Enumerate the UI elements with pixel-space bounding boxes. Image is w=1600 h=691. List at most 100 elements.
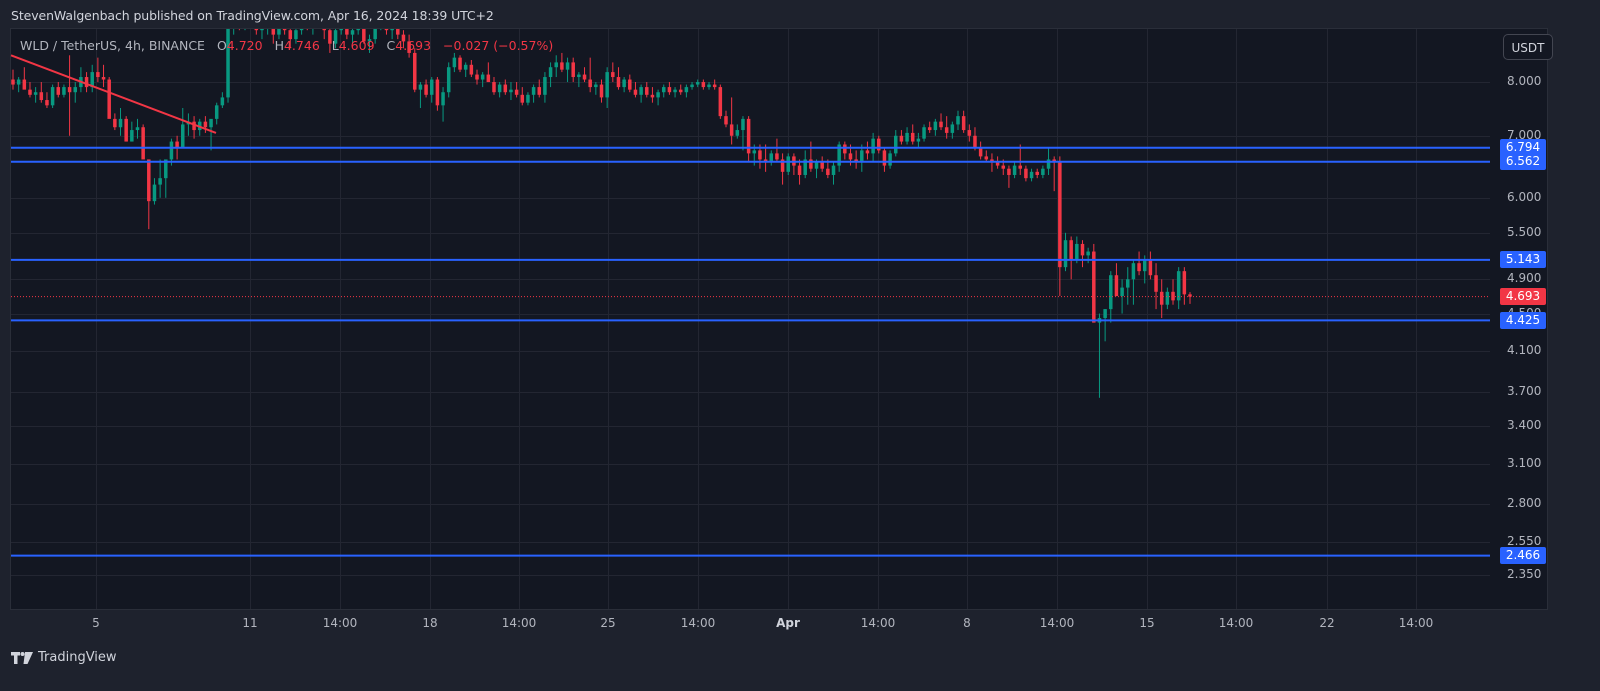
price-tick-label: 2.800 [1507,496,1542,511]
candle-body [429,79,434,95]
candle-body [226,29,230,98]
candle-body [33,92,38,95]
high-key: H [274,38,284,53]
candle-body [373,29,377,40]
candle-body [639,87,643,95]
trendline[interactable] [10,54,217,134]
candle-body [45,100,49,106]
candle-body [1012,165,1017,175]
candle-body [1041,168,1045,175]
candle-body [1126,279,1130,288]
candle-body [401,34,406,42]
candle-body [769,153,774,163]
candle-body [605,72,609,98]
price-tick-label: 3.400 [1507,418,1542,433]
candle-body [1114,275,1119,297]
candle-body [616,77,621,88]
candle-body [39,92,44,101]
candle-body [1171,291,1175,301]
candle-body [294,30,298,40]
candle-body [905,132,909,142]
time-tick-label: Apr [776,616,800,630]
time-tick-label: 14:00 [1218,616,1254,630]
candle-body [797,165,802,175]
level-price-label: 6.562 [1500,153,1546,171]
candle-body [469,64,474,75]
candle-body [622,79,626,88]
candle-body [848,153,853,160]
time-tick-label: 15 [1139,616,1155,630]
candle-body [684,87,689,93]
candle-body [599,84,604,98]
candle-body [888,153,892,166]
candle-body [707,84,711,88]
time-tick-label: 14:00 [322,616,358,630]
symbol-label[interactable]: WLD / TetherUS, 4h, BINANCE [20,38,205,53]
candle-body [322,29,326,31]
candle-body [927,127,932,131]
candle-body [441,92,445,106]
currency-button[interactable]: USDT [1503,34,1553,60]
candle-body [84,77,89,88]
candle-body [384,29,389,31]
candle-body [973,135,977,148]
candle-body [181,124,185,148]
time-tick-label: 22 [1319,616,1335,630]
candle-body [11,79,15,85]
candle-body [1024,168,1028,179]
candle-body [1188,294,1192,297]
candle-body [1018,165,1022,169]
candle-body [735,130,740,136]
candle-body [362,29,366,42]
candle-body [169,141,174,160]
price-tick-label: 4.100 [1507,343,1542,358]
candle-body [826,168,830,175]
candle-body [786,156,790,172]
candle-body [984,156,989,160]
candle-body [220,97,225,106]
candle-body [463,64,468,70]
candle-body [633,89,638,95]
candle-body [509,89,513,93]
candle-body [16,79,21,85]
candle-body [350,30,355,35]
candle-body [249,15,253,19]
candle-body [1080,243,1085,256]
candle-body [594,84,598,88]
price-tick-label: 6.000 [1507,189,1542,204]
candle-body [1137,263,1141,272]
time-tick-label: 25 [600,616,616,630]
ohlc-legend: WLD / TetherUS, 4h, BINANCE O4.720 H4.74… [20,38,553,53]
candle-body [130,130,134,142]
candle-body [837,144,841,166]
candles-group [11,15,1192,398]
candle-body [492,82,496,93]
candle-body [503,84,508,93]
close-value: 4.693 [395,38,432,53]
candle-body [424,84,428,95]
candle-body [531,87,536,95]
low-value: 4.609 [338,38,375,53]
candle-body [701,82,706,88]
candle-body [560,62,564,70]
candle-body [995,162,1000,166]
level-price-label: 2.466 [1500,547,1546,565]
time-tick-label: 14:00 [860,616,896,630]
candle-body [254,29,259,31]
candle-body [243,15,247,21]
candle-body [678,89,683,93]
candle-body [1148,259,1153,276]
candle-body [922,127,926,139]
candle-body [413,52,417,90]
candle-body [96,72,100,78]
candle-body [729,124,734,136]
candle-body [956,116,960,125]
candle-body [345,29,349,35]
level-price-label: 5.143 [1500,251,1546,269]
candle-body [379,17,383,26]
candle-body [203,121,208,128]
candle-body [1075,243,1079,260]
chart-pane[interactable] [10,28,1548,610]
candle-body [950,124,955,133]
